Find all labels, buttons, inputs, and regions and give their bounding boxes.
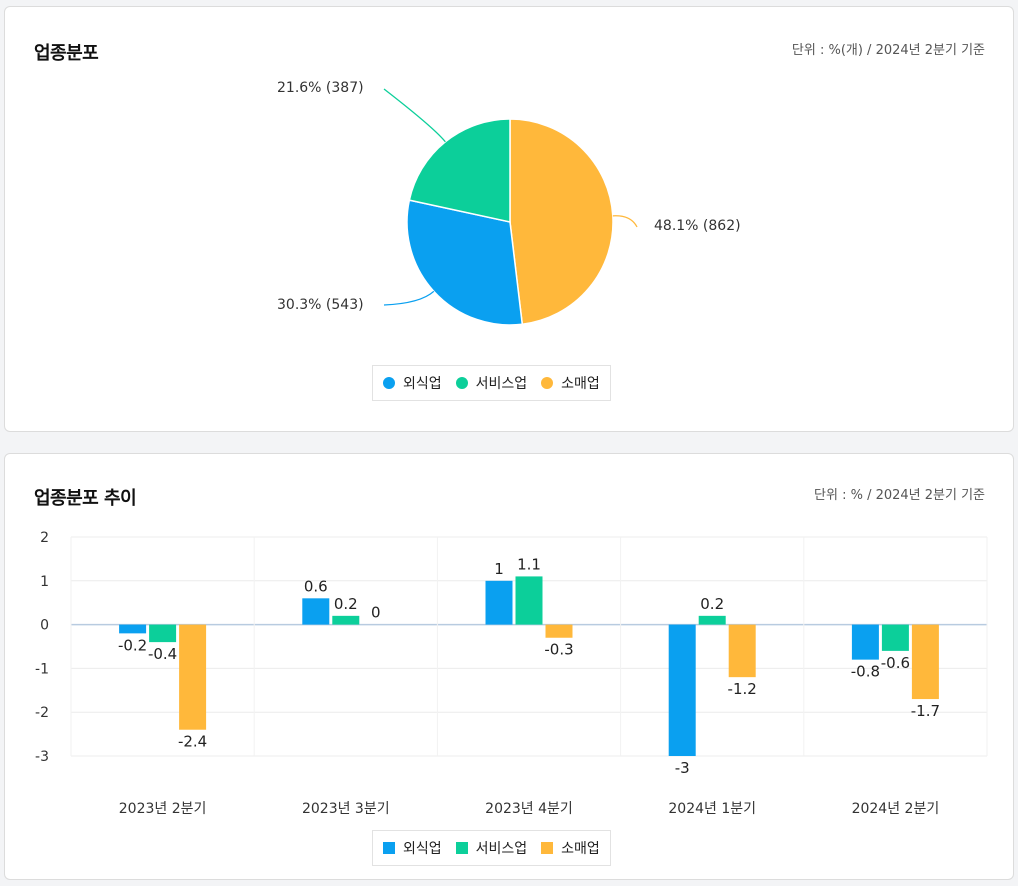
bar-value-label: 0 [371, 604, 381, 622]
bar-value-label: -3 [675, 759, 690, 777]
bar-legend-item-food[interactable]: 외식업 [383, 838, 442, 858]
bar-4-0[interactable] [851, 624, 879, 660]
bar-1-1[interactable] [332, 615, 360, 625]
x-category-label: 2023년 2분기 [119, 801, 207, 817]
bar-legend: 외식업 서비스업 소매업 [372, 830, 611, 866]
bar-0-0[interactable] [119, 624, 147, 634]
legend-label-retail: 소매업 [561, 376, 600, 392]
bar-value-label: 0.2 [334, 595, 358, 613]
pie-slice-label-2: 48.1% (862) [654, 218, 741, 234]
bar-value-label: 1.1 [517, 555, 541, 573]
y-tick-label: -3 [35, 749, 49, 765]
bar-legend-swatch-retail [541, 842, 554, 854]
legend-dot-food [383, 377, 395, 389]
industry-distribution-card: 업종분포 단위 : %(개) / 2024년 2분기 기준 30.3% (543… [4, 6, 1014, 432]
bar-0-1[interactable] [149, 624, 177, 643]
bar-2-0[interactable] [485, 580, 513, 625]
bar-0-2[interactable] [179, 624, 207, 730]
x-category-label: 2023년 4분기 [485, 801, 573, 817]
bar-value-label: -0.3 [544, 641, 573, 659]
bar-value-label: -0.6 [881, 654, 910, 672]
legend-label-food: 외식업 [403, 376, 442, 392]
bar-value-label: -1.7 [911, 702, 940, 720]
bar-chart: 2 1 0 -1 -2 -3 -0.2 -0.4 -2.4 2023년 2분기 0.6 0.2 0 202… [35, 530, 988, 817]
bar-legend-label-food: 외식업 [403, 841, 442, 857]
bar-3-0[interactable] [668, 624, 696, 756]
bar-legend-label-service: 서비스업 [475, 841, 528, 857]
pie-leader-line-1 [383, 88, 446, 143]
industry-trend-card: 업종분포 추이 단위 : % / 2024년 2분기 기준 2 1 0 -1 -2 -3 -… [4, 453, 1014, 880]
bar-4-1[interactable] [881, 624, 909, 651]
bar-1-0[interactable] [302, 598, 330, 625]
legend-item-food[interactable]: 외식업 [383, 373, 442, 393]
pie-slice-label-0: 30.3% (543) [277, 297, 364, 313]
legend-dot-retail [541, 377, 554, 389]
pie-slice-1[interactable] [408, 118, 511, 223]
bar-value-label: 1 [494, 560, 504, 578]
pie-leader-line-0 [383, 290, 435, 306]
pie-legend: 외식업 서비스업 소매업 [372, 365, 611, 401]
y-tick-label: -1 [35, 661, 49, 677]
x-category-label: 2024년 1분기 [668, 801, 756, 817]
bar-legend-swatch-service [455, 842, 468, 854]
y-tick-label: 2 [40, 530, 49, 546]
pie-slice-label-1: 21.6% (387) [277, 80, 364, 96]
bar-value-label: -2.4 [178, 733, 207, 751]
pie-chart: 30.3% (543) 21.6% (387) 48.1% (862) [277, 80, 741, 326]
bar-value-label: 0.6 [304, 577, 328, 595]
bar-legend-item-service[interactable]: 서비스업 [455, 838, 528, 858]
legend-item-service[interactable]: 서비스업 [455, 373, 528, 393]
bar-value-label: -1.2 [728, 680, 757, 698]
x-category-label: 2024년 2분기 [852, 801, 940, 817]
bar-value-label: -0.2 [118, 636, 147, 654]
bar-value-label: -0.8 [851, 663, 880, 681]
legend-item-retail[interactable]: 소매업 [541, 373, 600, 393]
bar-card-unit: 단위 : % / 2024년 2분기 기준 [814, 488, 985, 503]
pie-leader-line-2 [612, 215, 638, 228]
bar-legend-item-retail[interactable]: 소매업 [541, 838, 600, 858]
bar-4-2[interactable] [911, 624, 939, 700]
y-tick-label: -2 [35, 705, 49, 721]
bar-3-1[interactable] [698, 615, 726, 625]
legend-dot-service [455, 377, 468, 389]
pie-slice-2[interactable] [509, 118, 614, 326]
pie-card-unit: 단위 : %(개) / 2024년 2분기 기준 [791, 43, 985, 58]
bar-3-2[interactable] [728, 624, 756, 678]
y-tick-label: 1 [40, 574, 49, 590]
bar-2-2[interactable] [545, 624, 573, 638]
y-tick-label: 0 [40, 618, 49, 634]
bar-value-label: -0.4 [148, 645, 177, 663]
bar-2-1[interactable] [515, 576, 543, 625]
bar-legend-label-retail: 소매업 [561, 841, 600, 857]
x-category-label: 2023년 3분기 [302, 801, 390, 817]
bar-value-label: 0.2 [700, 595, 724, 613]
legend-label-service: 서비스업 [475, 376, 528, 392]
bar-card-title: 업종분포 추이 [34, 488, 137, 509]
pie-card-title: 업종분포 [34, 43, 99, 64]
bar-legend-swatch-food [383, 842, 395, 854]
